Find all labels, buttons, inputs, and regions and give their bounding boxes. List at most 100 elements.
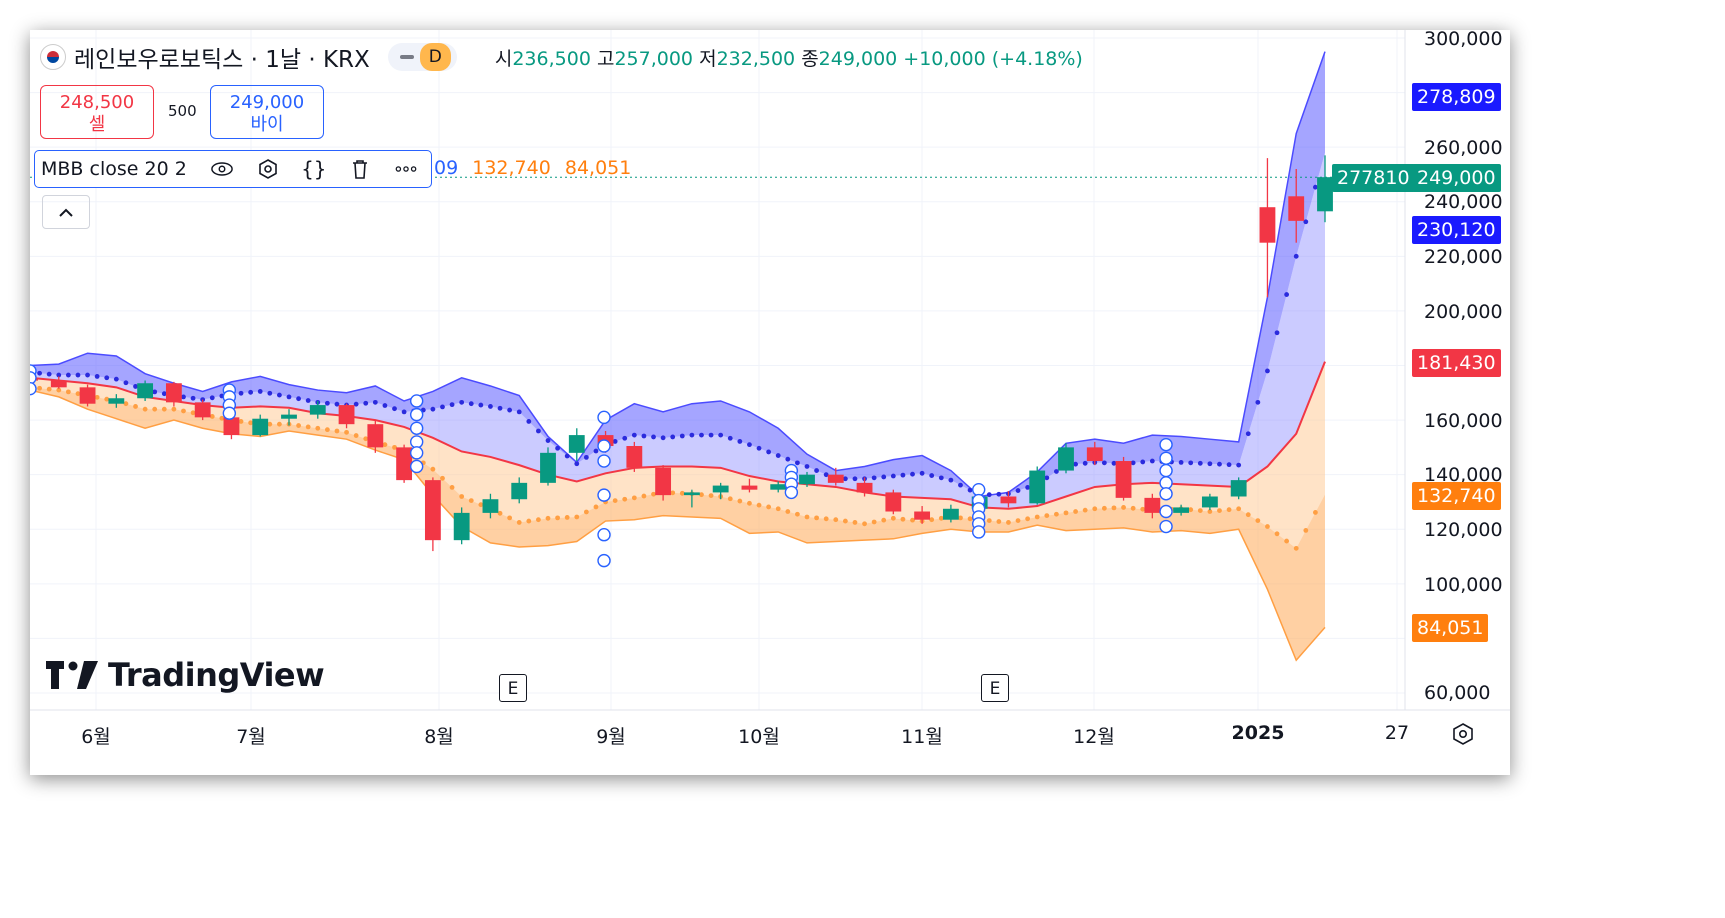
y-tick-label: 300,000 [1424,30,1503,50]
upper-inner-dot [94,374,100,379]
anchor-handle [409,435,424,449]
interval-pill[interactable]: D [387,43,457,71]
lower-inner-dot [104,396,110,402]
upper-inner-dot [536,428,541,434]
candle-body [1058,447,1074,471]
upper-inner-dot [593,448,599,454]
lower-inner-dot [785,509,791,514]
lower-inner-dot [814,515,819,521]
upper-inner-dot [775,453,781,458]
upper-inner-dot [545,438,551,443]
more-icon[interactable] [395,158,417,180]
upper-inner-dot [334,401,340,407]
collapse-legend-button[interactable] [42,195,90,229]
upper-inner-fill [30,152,1325,509]
eye-icon[interactable] [210,158,233,180]
candle-body [1201,496,1218,508]
gear-icon[interactable] [1450,722,1476,748]
lower-inner-dot [1274,531,1280,537]
upper-inner-dot [823,472,829,478]
indicator-value-mid: 132,740 [472,157,551,179]
upper-inner-dot [1101,460,1107,466]
upper-inner-dot [564,453,570,459]
candle-body [827,474,844,483]
lower-inner-dot [564,515,570,520]
lower-inner-dot [1015,518,1021,524]
upper-inner-dot [56,372,62,378]
lower-inner-dot [334,428,340,434]
trash-icon[interactable] [349,158,371,180]
anchor-handle [1159,487,1173,501]
x-tick-label: 9월 [596,726,626,748]
candle-body [453,512,470,541]
upper-inner-dot [699,432,704,438]
lower-band-line [30,389,1326,662]
upper-inner-dot [181,394,186,400]
lower-inner-dot [958,515,963,521]
lower-inner-dot [1063,510,1069,516]
candle-body [914,511,931,520]
y-tick-label: 160,000 [1424,410,1503,432]
upper-inner-dot [468,401,474,407]
anchor-handle [784,485,799,500]
lower-inner-dot [938,515,944,521]
lower-inner-dot [123,401,129,407]
upper-inner-dot [1015,488,1021,493]
x-tick-label: 11월 [901,726,943,748]
earnings-marker[interactable]: E [499,674,527,702]
lower-inner-dot [1130,505,1136,511]
lower-inner-dot [1313,510,1318,515]
anchor-handle [1159,451,1173,465]
indicator-values: 09 132,740 84,051 [434,157,631,179]
candle-body [137,383,154,399]
candle-body [1288,196,1305,221]
lower-inner-dot [94,394,100,400]
buy-button[interactable]: 249,000 바이 [210,85,324,139]
upper-inner-dot [1073,461,1078,467]
price-tag-upper-inner: 230,120 [1412,216,1501,244]
low-value: 232,500 [716,47,796,70]
sell-button[interactable]: 248,500 셀 [40,85,154,139]
earnings-marker[interactable]: E [981,674,1009,702]
upper-inner-dot [814,468,819,473]
chevron-up-icon [59,208,73,217]
lower-inner-dot [1226,507,1232,513]
lower-inner-dot [727,496,733,502]
lower-inner-dot [1034,514,1040,520]
settings-icon[interactable] [257,158,279,180]
lower-inner-dot [536,517,541,523]
indicator-legend[interactable]: MBB close 20 2 {} [34,150,432,188]
upper-inner-dot [1140,459,1146,465]
symbol-title[interactable]: 레인보우로보틱스 · 1날 · KRX [74,47,370,73]
upper-inner-dot [430,406,436,412]
upper-inner-dot [804,464,810,469]
lower-inner-dot [1121,505,1126,510]
upper-inner-dot [46,371,52,377]
lower-inner-dot [392,444,397,450]
lower-inner-dot [152,406,158,412]
upper-inner-dot [670,434,676,440]
upper-inner-dot [152,389,158,395]
lower-inner-dot [161,406,167,412]
open-value: 236,500 [512,47,591,70]
candle-body [194,402,211,418]
upper-band-line [30,51,1326,498]
source-code-icon[interactable]: {} [301,157,327,181]
upper-inner-dot [1178,459,1184,465]
spread-value: 500 [168,102,197,120]
chart-canvas[interactable] [30,30,1510,775]
anchor-handle [972,525,986,539]
lower-inner-dot [833,517,839,523]
upper-inner-dot [1217,461,1222,467]
lower-inner-dot [881,517,887,523]
price-tag-last: 249,000 [1412,164,1501,192]
tradingview-logo[interactable]: TradingView [46,656,325,694]
lower-inner-dot [382,442,388,448]
candle-body [1173,507,1190,513]
candle-body [424,480,441,541]
upper-inner-dot [871,475,877,481]
lower-inner-dot [315,425,321,431]
upper-inner-dot [75,372,81,378]
upper-inner-dot [660,435,666,441]
lower-inner-dot [65,389,71,395]
